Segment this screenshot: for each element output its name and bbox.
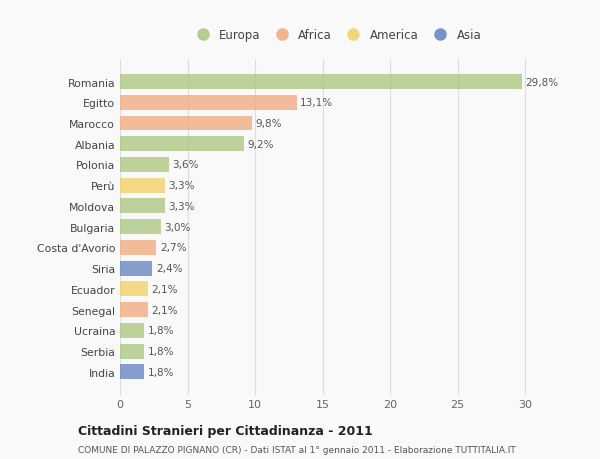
Text: 1,8%: 1,8% <box>148 326 174 336</box>
Bar <box>120 344 145 359</box>
Bar <box>120 158 169 173</box>
Bar <box>120 95 297 111</box>
Text: 2,7%: 2,7% <box>160 243 187 253</box>
Text: 1,8%: 1,8% <box>148 347 174 356</box>
Text: Cittadini Stranieri per Cittadinanza - 2011: Cittadini Stranieri per Cittadinanza - 2… <box>78 424 373 437</box>
Legend: Europa, Africa, America, Asia: Europa, Africa, America, Asia <box>187 25 485 45</box>
Text: 3,6%: 3,6% <box>172 160 199 170</box>
Text: 3,0%: 3,0% <box>164 222 190 232</box>
Bar <box>120 364 145 380</box>
Bar <box>120 302 148 318</box>
Text: 3,3%: 3,3% <box>168 202 194 212</box>
Text: 29,8%: 29,8% <box>526 78 559 87</box>
Bar <box>120 323 145 338</box>
Bar <box>120 241 157 255</box>
Text: 1,8%: 1,8% <box>148 367 174 377</box>
Bar <box>120 282 148 297</box>
Text: COMUNE DI PALAZZO PIGNANO (CR) - Dati ISTAT al 1° gennaio 2011 - Elaborazione TU: COMUNE DI PALAZZO PIGNANO (CR) - Dati IS… <box>78 445 516 454</box>
Bar <box>120 75 522 90</box>
Text: 2,4%: 2,4% <box>156 263 182 274</box>
Text: 13,1%: 13,1% <box>300 98 334 108</box>
Bar <box>120 116 253 131</box>
Text: 9,2%: 9,2% <box>248 140 274 150</box>
Text: 9,8%: 9,8% <box>256 119 282 129</box>
Text: 2,1%: 2,1% <box>152 284 178 294</box>
Text: 2,1%: 2,1% <box>152 305 178 315</box>
Bar <box>120 137 244 152</box>
Bar <box>120 220 161 235</box>
Bar <box>120 179 164 193</box>
Bar <box>120 199 164 214</box>
Bar <box>120 261 152 276</box>
Text: 3,3%: 3,3% <box>168 181 194 191</box>
